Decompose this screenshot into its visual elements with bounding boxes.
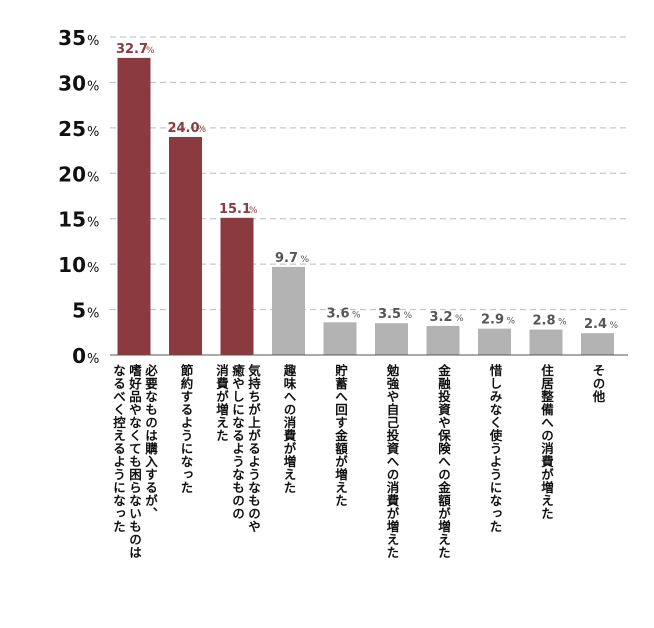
value-label: 2.4 bbox=[584, 317, 607, 332]
bar bbox=[478, 328, 511, 355]
value-label: 3.6 bbox=[326, 306, 349, 321]
y-tick-label: 10 bbox=[58, 253, 86, 277]
value-unit: % bbox=[301, 255, 310, 265]
y-tick-label: 15 bbox=[58, 208, 86, 232]
bar bbox=[323, 322, 357, 355]
y-tick-unit: % bbox=[87, 216, 99, 231]
value-label: 9.7 bbox=[275, 251, 298, 266]
category-label: 惜しみなく使うようになった bbox=[487, 364, 503, 533]
value-unit: % bbox=[610, 321, 619, 331]
y-tick-label: 5 bbox=[72, 299, 86, 323]
bar bbox=[426, 325, 460, 355]
value-label: 3.5 bbox=[378, 307, 401, 322]
bar bbox=[117, 57, 151, 355]
y-tick-label: 25 bbox=[58, 117, 86, 141]
value-label: 24.0 bbox=[167, 121, 199, 136]
category-label: 節約するようになった bbox=[178, 364, 194, 494]
category-label: 住居整備への消費が増えた bbox=[539, 364, 554, 520]
category-label: 貯蓄へ回す金額が増えた bbox=[333, 364, 348, 507]
y-tick-label: 35 bbox=[58, 26, 86, 50]
value-label: 2.8 bbox=[532, 314, 555, 329]
bar bbox=[529, 329, 563, 355]
value-labels: 32.7%24.0%15.1%9.7 %3.6% 3.5% 3.2% 2.9% 2.8% 2… bbox=[116, 42, 619, 332]
bars bbox=[117, 57, 614, 355]
y-tick-unit: % bbox=[87, 34, 99, 49]
value-unit: % bbox=[198, 125, 207, 135]
y-tick-label: 30 bbox=[58, 71, 86, 95]
value-label: 15.1 bbox=[219, 202, 251, 217]
y-tick-unit: % bbox=[87, 352, 99, 367]
category-label: 気持ちが上がるようなものや 癒やしになるようなものの 消費が増えた bbox=[214, 364, 261, 533]
y-tick-label: 0 bbox=[72, 344, 86, 368]
value-unit: % bbox=[249, 206, 258, 216]
y-tick-unit: % bbox=[87, 170, 99, 185]
value-label: 2.9 bbox=[481, 313, 504, 328]
category-label: その他 bbox=[590, 364, 606, 403]
y-tick-unit: % bbox=[87, 125, 99, 140]
gridlines bbox=[110, 36, 628, 311]
value-unit: % bbox=[352, 310, 361, 320]
category-label: 必要なものは購入するが、 嗜好品やなくても困らないものは なるべく控えるようにな… bbox=[111, 364, 158, 559]
y-tick-label: 20 bbox=[58, 162, 86, 186]
bar bbox=[375, 323, 408, 355]
category-label: 金融投資や保険への金額が増えた bbox=[436, 364, 451, 559]
bar bbox=[581, 333, 614, 355]
bar bbox=[272, 266, 305, 355]
y-tick-unit: % bbox=[87, 261, 99, 276]
value-unit: % bbox=[146, 46, 155, 56]
value-unit: % bbox=[455, 314, 464, 324]
value-unit: % bbox=[558, 318, 567, 328]
category-label: 勉強や自己投資への消費が増えた bbox=[384, 364, 400, 559]
y-axis: 0 %5 %10 %15 %20 %25 %30 %35% bbox=[58, 26, 99, 368]
bar bbox=[220, 217, 254, 355]
value-unit: % bbox=[507, 317, 516, 327]
value-label: 32.7 bbox=[116, 42, 148, 57]
bar bbox=[169, 136, 202, 355]
y-tick-unit: % bbox=[87, 307, 99, 322]
category-label: 趣味への消費が増えた bbox=[281, 364, 297, 494]
y-tick-unit: % bbox=[87, 79, 99, 94]
value-unit: % bbox=[404, 311, 413, 321]
value-label: 3.2 bbox=[429, 310, 452, 325]
